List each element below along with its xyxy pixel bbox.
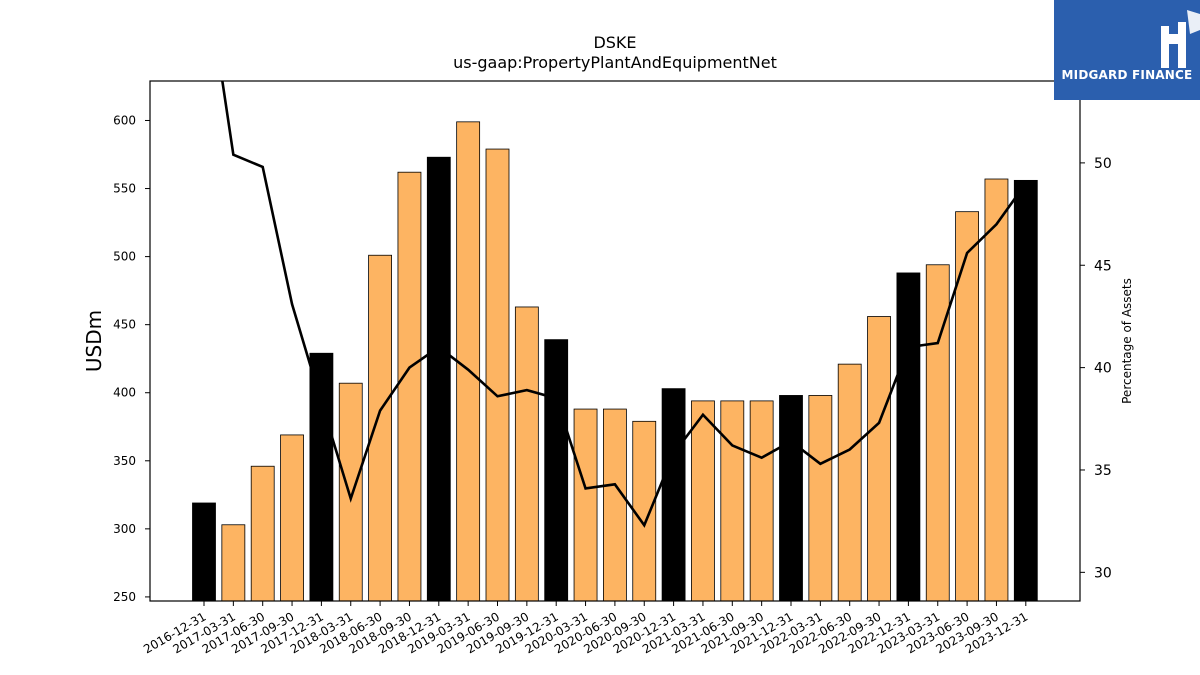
line-series — [221, 81, 1027, 528]
chart-subtitle: us-gaap:PropertyPlantAndEquipmentNet — [453, 53, 777, 72]
bars — [192, 121, 1038, 602]
bar-2021-12-31 — [779, 395, 803, 602]
y-tick-label-500: 500 — [113, 250, 136, 264]
y2-tick-label-35: 35 — [1094, 463, 1112, 479]
y-tick-label-300: 300 — [113, 522, 136, 536]
bar-2020-12-31 — [661, 388, 686, 602]
bar-2022-09-30 — [867, 316, 891, 602]
bar-2021-03-31 — [691, 400, 715, 602]
bar-2019-06-30 — [485, 148, 510, 602]
bar-2021-06-30 — [720, 400, 745, 602]
y2-axis: 30 35 40 45 50 — [1080, 156, 1112, 581]
bar-2019-03-31 — [456, 121, 481, 602]
bar-2021-09-30 — [749, 400, 774, 602]
x-axis: 2016-12-312017-03-312017-06-302017-09-30… — [141, 601, 1030, 656]
bar-2018-03-31 — [338, 382, 363, 602]
bar-2023-09-30 — [984, 178, 1009, 602]
brand-logo-text: MIDGARD FINANCE — [1061, 68, 1193, 82]
bar-2017-03-31 — [221, 524, 246, 602]
y-axis-label: USDm — [82, 310, 106, 372]
bar-2019-12-31 — [544, 339, 569, 602]
bar-2023-12-31 — [1013, 179, 1038, 602]
percentage-line — [221, 81, 1027, 528]
bar-2017-06-30 — [250, 465, 275, 602]
y-tick-label-400: 400 — [113, 386, 136, 400]
bar-2016-12-31 — [192, 502, 216, 602]
bar-2022-12-31 — [896, 272, 921, 602]
y-tick-label-450: 450 — [113, 318, 136, 332]
midgard-logo-icon — [1161, 10, 1200, 68]
y-tick-label-550: 550 — [113, 182, 136, 196]
chart-title: DSKE — [593, 33, 636, 52]
y-tick-label-600: 600 — [113, 113, 136, 127]
y2-tick-label-30: 30 — [1094, 565, 1112, 581]
bar-2023-06-30 — [955, 211, 979, 602]
y2-tick-label-40: 40 — [1094, 361, 1112, 377]
y-tick-label-350: 350 — [113, 454, 136, 468]
bar-2020-03-31 — [573, 408, 598, 602]
bar-2018-06-30 — [368, 254, 393, 602]
bar-2020-06-30 — [603, 408, 627, 602]
bar-2020-09-30 — [632, 420, 657, 602]
bar-2018-09-30 — [397, 171, 422, 602]
bar-2019-09-30 — [514, 306, 539, 602]
y-axis: 250 300 350 400 450 500 550 600 — [113, 113, 150, 604]
brand-logo: MIDGARD FINANCE — [1054, 0, 1200, 100]
bar-2017-09-30 — [280, 434, 304, 602]
bar-2018-12-31 — [426, 156, 451, 602]
y2-tick-label-50: 50 — [1094, 156, 1112, 172]
y2-tick-label-45: 45 — [1094, 258, 1112, 274]
y2-axis-label: Percentage of Assets — [1120, 278, 1134, 404]
bar-2022-03-31 — [808, 395, 833, 602]
y-tick-label-250: 250 — [113, 590, 136, 604]
bar-2022-06-30 — [837, 363, 862, 602]
bar-2017-12-31 — [309, 352, 334, 602]
